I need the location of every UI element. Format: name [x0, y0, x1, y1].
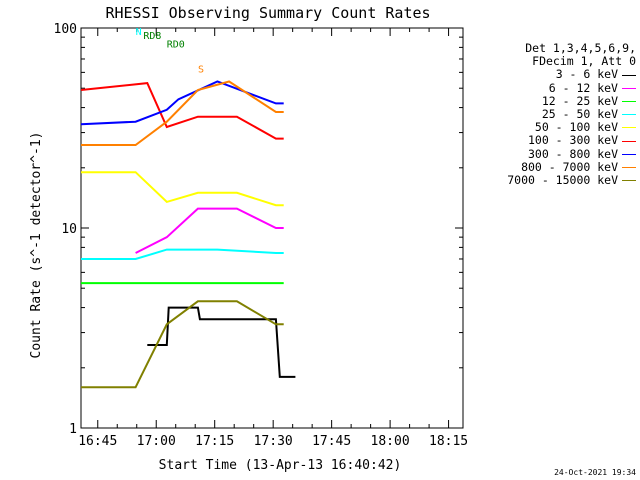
legend-swatch [622, 114, 636, 116]
legend-item: 800 - 7000 keV [468, 159, 636, 174]
footer-date: 24-Oct-2021 19:34 [554, 468, 636, 477]
x-tick-label: 16:45 [78, 434, 117, 449]
legend-swatch [622, 140, 636, 142]
x-axis-label: Start Time (13-Apr-13 16:40:42) [159, 458, 402, 473]
legend-item-label: 25 - 50 keV [541, 107, 618, 122]
plot-frame: 16:45 17:00 17:15 17:30 17:45 18:00 18:15 1 10 10… [54, 22, 469, 449]
legend-item: 25 - 50 keV [468, 107, 636, 122]
legend-header-line-1: Det 1,3,4,5,6,9, [525, 41, 636, 55]
annotations: N S RD0 RD8 [136, 27, 204, 75]
legend-item: 12 - 25 keV [468, 93, 636, 108]
x-tick-label: 17:15 [195, 434, 234, 449]
y-tick-label: 100 [54, 22, 77, 37]
legend-header-line-2: FDecim 1, Att 0 [532, 54, 636, 69]
legend-item-label: 12 - 25 keV [541, 93, 618, 108]
legend-item-label: 50 - 100 keV [534, 120, 618, 135]
x-tick-label: 17:00 [137, 434, 176, 449]
legend-item-label: 3 - 6 keV [555, 67, 618, 82]
legend-item-label: 100 - 300 keV [527, 133, 618, 148]
legend-swatch [622, 180, 636, 182]
y-tick-label: 10 [61, 222, 77, 237]
legend-item: 100 - 300 keV [468, 134, 636, 147]
series-300to800keV-keV-line [80, 80, 284, 126]
annotation-rd0: RD0 [167, 39, 185, 50]
legend-swatch [622, 166, 636, 168]
x-tick-label: 17:30 [254, 434, 293, 449]
legend-swatch [622, 74, 636, 76]
legend-swatch [622, 87, 636, 89]
legend-item-label: 300 - 800 keV [527, 146, 618, 161]
y-axis-label: Count Rate (s^-1 detector^-1) [29, 132, 44, 359]
series-25to50keV-keV-line [81, 248, 284, 260]
annotation-n: N [136, 27, 142, 38]
series-lines [80, 80, 296, 389]
legend-item-label: 7000 - 15000 keV [507, 173, 618, 188]
y-tick-label: 1 [69, 422, 77, 437]
legend-item: 3 - 6 keV [468, 68, 636, 81]
series-800to7000keV-keV-line [81, 80, 284, 146]
x-tick-label: 18:15 [429, 434, 468, 449]
legend-item: 50 - 100 keV [468, 121, 636, 134]
x-tick-label: 17:45 [312, 434, 351, 449]
legend-swatch [622, 127, 636, 129]
series-7000to15000keV-keV-line [81, 300, 284, 389]
legend-item: 6 - 12 keV [468, 80, 636, 95]
legend-item: 300 - 800 keV [468, 146, 636, 161]
annotation-s: S [198, 64, 204, 75]
plot-border [80, 27, 464, 429]
chart-title: RHESSI Observing Summary Count Rates [105, 4, 430, 22]
series-6to12keV-keV-line [135, 207, 284, 254]
legend-swatch [622, 100, 636, 102]
legend-item-label: 6 - 12 keV [548, 80, 618, 95]
legend: Det 1,3,4,5,6,9, FDecim 1, Att 0 3 - 6 k… [468, 41, 636, 188]
series-50to100keV-keV-line [81, 171, 284, 207]
series-100to300keV-keV-line [80, 82, 284, 140]
x-tick-label: 18:00 [371, 434, 410, 449]
annotation-rd8: RD8 [143, 31, 161, 42]
legend-item-label: 800 - 7000 keV [521, 159, 618, 174]
legend-item: 7000 - 15000 keV [468, 173, 636, 188]
legend-swatch [622, 153, 636, 155]
series-3to6keV-keV-line [147, 306, 296, 378]
